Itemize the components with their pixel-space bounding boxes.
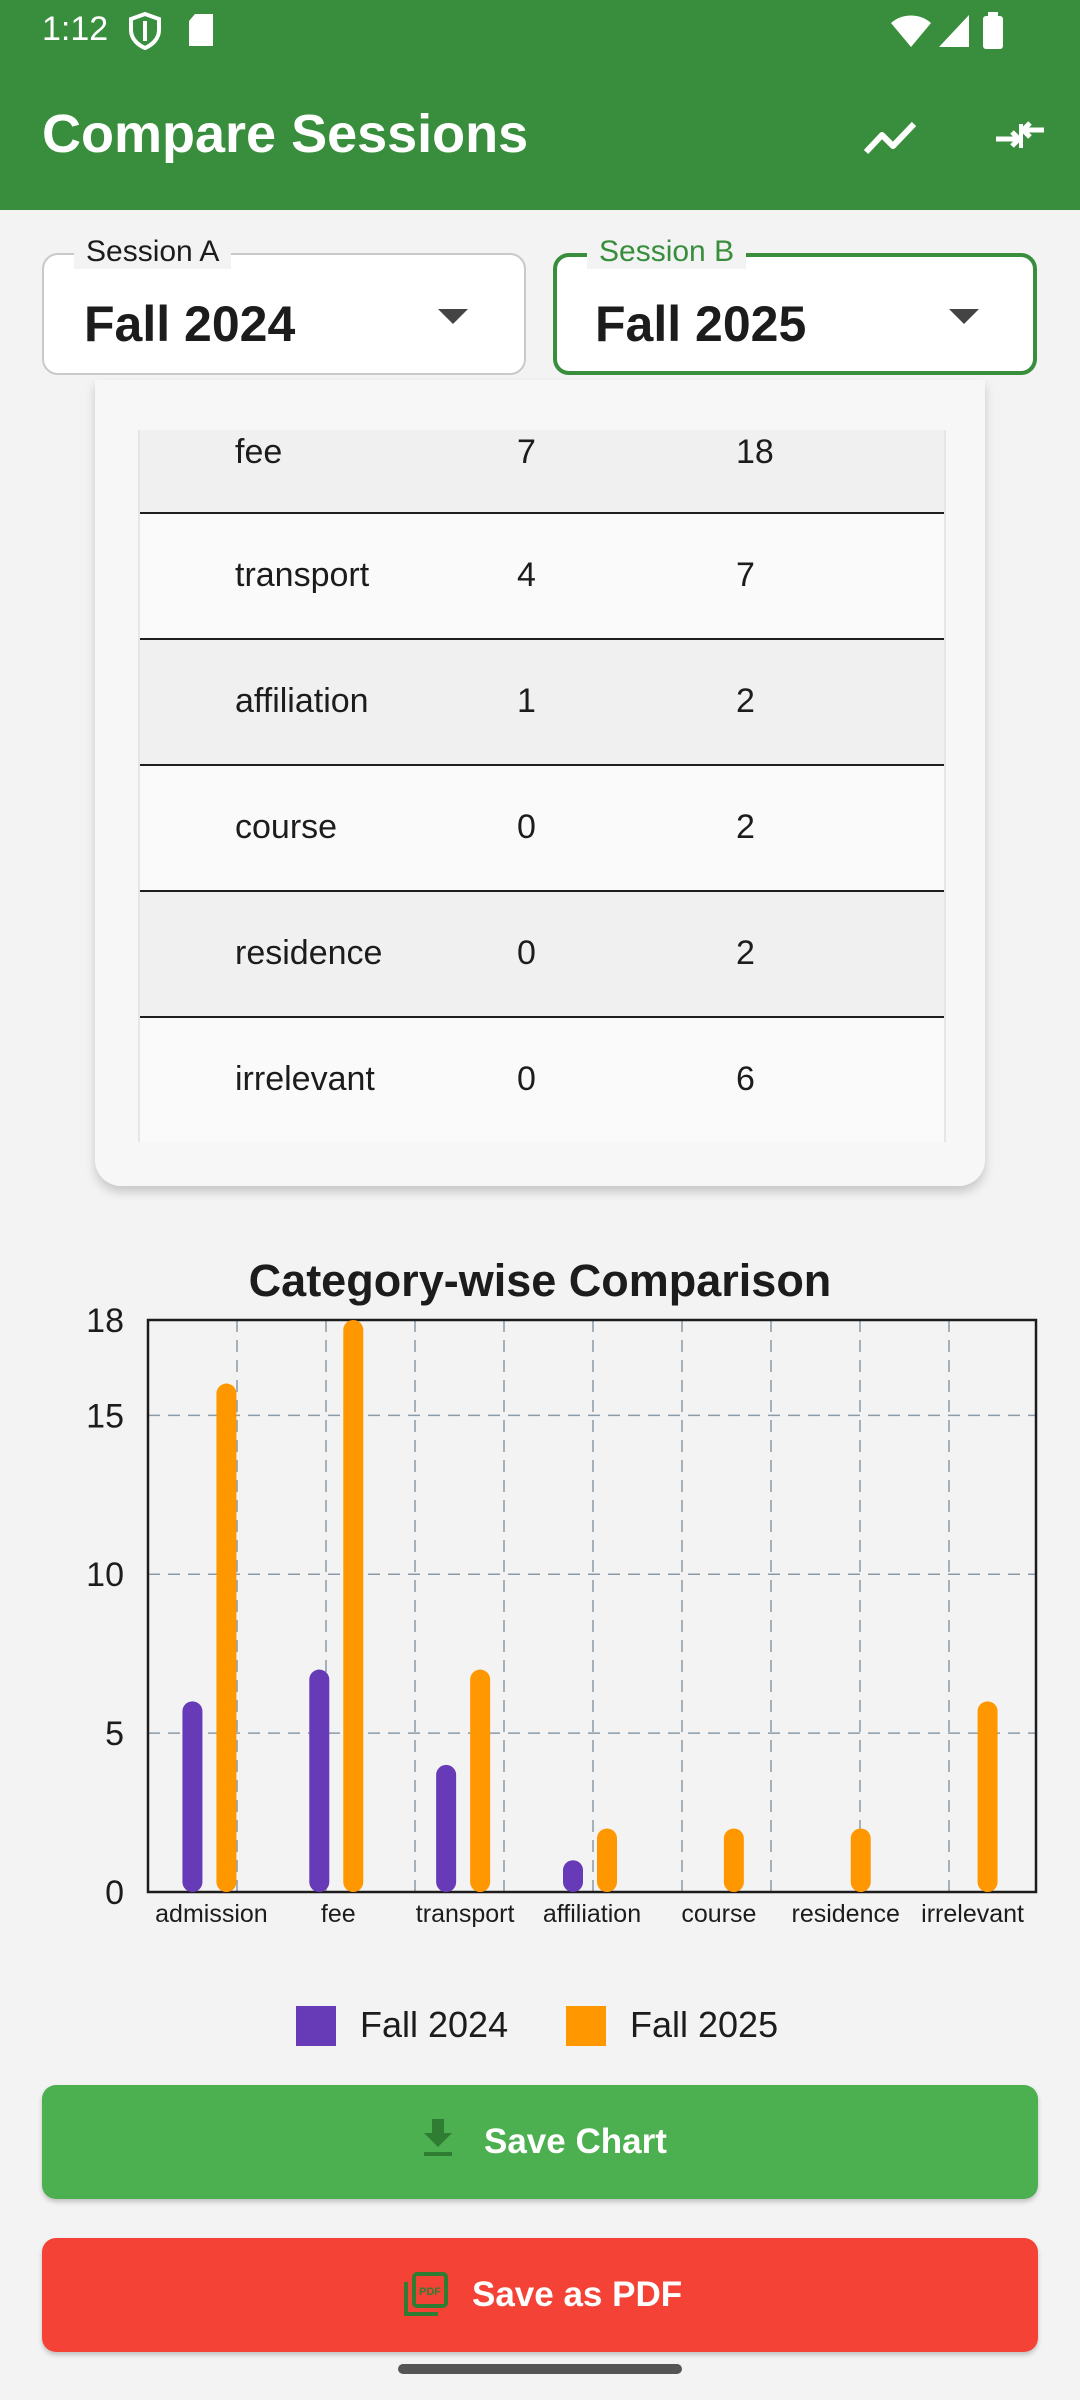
y-tick-label: 15 [86, 1397, 124, 1435]
session-b-label: Session B [587, 235, 747, 269]
save-chart-label: Save Chart [484, 2122, 667, 2161]
category-cell: course [235, 808, 338, 846]
bar-fall-2025 [216, 1383, 237, 1892]
legend-swatch [566, 2006, 606, 2046]
session-b-dropdown[interactable]: Session B Fall 2025 [553, 235, 1037, 375]
compare-arrows-icon [996, 121, 1044, 148]
save-pdf-button[interactable]: PDF Save as PDF [42, 2238, 1038, 2352]
session-b-count: 7 [736, 556, 755, 594]
session-a-count: 4 [517, 556, 536, 594]
session-a-value: Fall 2024 [84, 296, 296, 352]
shield-icon [129, 12, 161, 50]
bar-fall-2025 [343, 1320, 364, 1892]
svg-text:PDF: PDF [419, 2286, 441, 2298]
bar-fall-2025 [977, 1701, 998, 1892]
category-cell: irrelevant [235, 1060, 375, 1098]
wifi-icon [891, 15, 931, 47]
table-row: affiliation 1 2 [140, 640, 944, 766]
session-a-count: 0 [517, 808, 536, 846]
status-bar: 1:12 [0, 0, 1080, 62]
caret-down-icon [949, 309, 979, 324]
session-a-count: 7 [517, 433, 536, 471]
session-b-value: Fall 2025 [595, 296, 807, 352]
session-a-count: 0 [517, 934, 536, 972]
download-icon [424, 2119, 452, 2156]
bar-fall-2025 [597, 1828, 617, 1892]
legend-swatch [296, 2006, 336, 2046]
session-b-count: 2 [736, 682, 755, 720]
table-row: transport 4 7 [140, 514, 944, 640]
session-b-count: 2 [736, 808, 755, 846]
session-a-dropdown[interactable]: Session A Fall 2024 [42, 235, 526, 375]
category-comparison-chart: 0 5 10 15 18 admission fee transport affiliation… [86, 1302, 1038, 1928]
bar-fall-2025 [470, 1669, 491, 1892]
x-tick-label: residence [792, 1900, 900, 1928]
sd-card-icon [189, 14, 213, 46]
x-tick-label: admission [155, 1900, 268, 1928]
session-a-count: 1 [517, 682, 536, 720]
session-b-count: 6 [736, 1060, 755, 1098]
x-tick-label: irrelevant [921, 1900, 1024, 1928]
table-row: residence 0 2 [140, 892, 944, 1018]
status-time: 1:12 [42, 10, 109, 48]
battery-icon [983, 12, 1003, 49]
category-cell: fee [235, 433, 283, 471]
plot-border [146, 1318, 1038, 1894]
bar-fall-2024 [309, 1669, 330, 1892]
category-cell: residence [235, 934, 383, 972]
signal-icon [939, 15, 969, 47]
comparison-table: fee 7 18 transport 4 7 affiliation 1 2 c… [138, 430, 946, 1142]
y-tick-label: 0 [105, 1874, 124, 1912]
trend-chart-icon [863, 121, 917, 155]
caret-down-icon [438, 309, 468, 324]
table-row: irrelevant 0 6 [140, 1018, 944, 1142]
y-tick-label: 18 [86, 1302, 124, 1340]
chart-title: Category-wise Comparison [248, 1255, 832, 1306]
y-tick-label: 5 [105, 1715, 124, 1753]
bar-fall-2024 [182, 1701, 203, 1892]
bar-fall-2024 [436, 1764, 457, 1892]
gesture-bar [398, 2364, 682, 2374]
legend-label: Fall 2025 [630, 2004, 779, 2045]
y-tick-label: 10 [86, 1556, 124, 1594]
table-row: fee 7 18 [140, 430, 944, 514]
x-tick-label: affiliation [543, 1900, 641, 1928]
trend-chart-button[interactable] [856, 102, 926, 172]
bar-fall-2025 [723, 1828, 744, 1892]
legend-label: Fall 2024 [360, 2004, 509, 2045]
page-title: Compare Sessions [42, 104, 529, 164]
compare-button[interactable] [982, 102, 1052, 172]
session-a-label: Session A [74, 235, 232, 269]
x-tick-label: fee [321, 1900, 356, 1928]
session-b-count: 2 [736, 934, 755, 972]
x-tick-label: course [681, 1900, 756, 1928]
app-bar: 1:12 Compare Sessions [0, 0, 1080, 210]
bar-fall-2024 [563, 1860, 583, 1892]
session-a-count: 0 [517, 1060, 536, 1098]
save-chart-button[interactable]: Save Chart [42, 2085, 1038, 2199]
x-tick-label: transport [416, 1900, 515, 1928]
table-row: course 0 2 [140, 766, 944, 892]
session-b-count: 18 [736, 433, 774, 471]
category-cell: affiliation [235, 682, 369, 720]
save-pdf-label: Save as PDF [472, 2275, 683, 2314]
category-cell: transport [235, 556, 370, 594]
bar-fall-2025 [850, 1828, 871, 1892]
picture-as-pdf-icon: PDF [404, 2272, 448, 2316]
